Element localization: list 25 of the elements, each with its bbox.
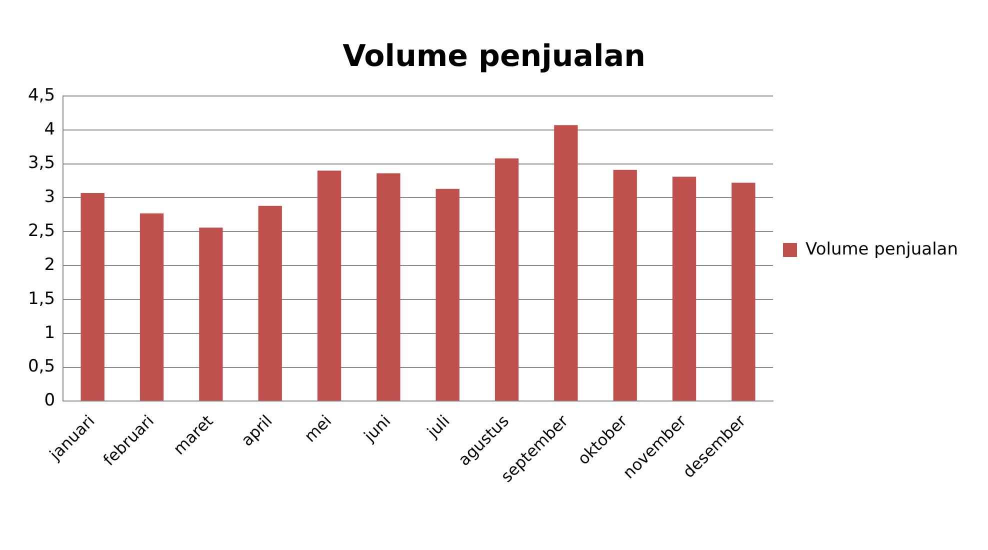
y-tick-label: 1 [44,322,56,343]
y-tick-label: 4,5 [28,85,56,106]
y-tick-label: 0 [44,390,56,411]
y-tick-label: 3,5 [28,153,56,174]
bar [317,170,342,401]
bar [494,158,519,401]
bar [436,188,460,401]
bar [199,228,223,401]
y-tick-label: 2,5 [28,221,56,242]
bar [258,206,282,401]
bar [732,182,756,401]
bar [554,125,578,401]
y-tick-label: 4 [44,119,56,140]
bar [672,176,696,401]
y-tick-label: 3 [44,187,56,208]
bar [376,173,400,401]
legend-label: Volume penjualan [806,239,958,260]
bar [80,192,104,401]
chart-title: Volume penjualan [342,38,646,74]
y-tick-label: 1,5 [28,288,56,309]
bar [140,213,164,401]
x-tick-label: juli [422,411,454,442]
y-tick-label: 2 [44,254,56,275]
y-tick-label: 0,5 [28,356,56,377]
bar [613,170,637,401]
